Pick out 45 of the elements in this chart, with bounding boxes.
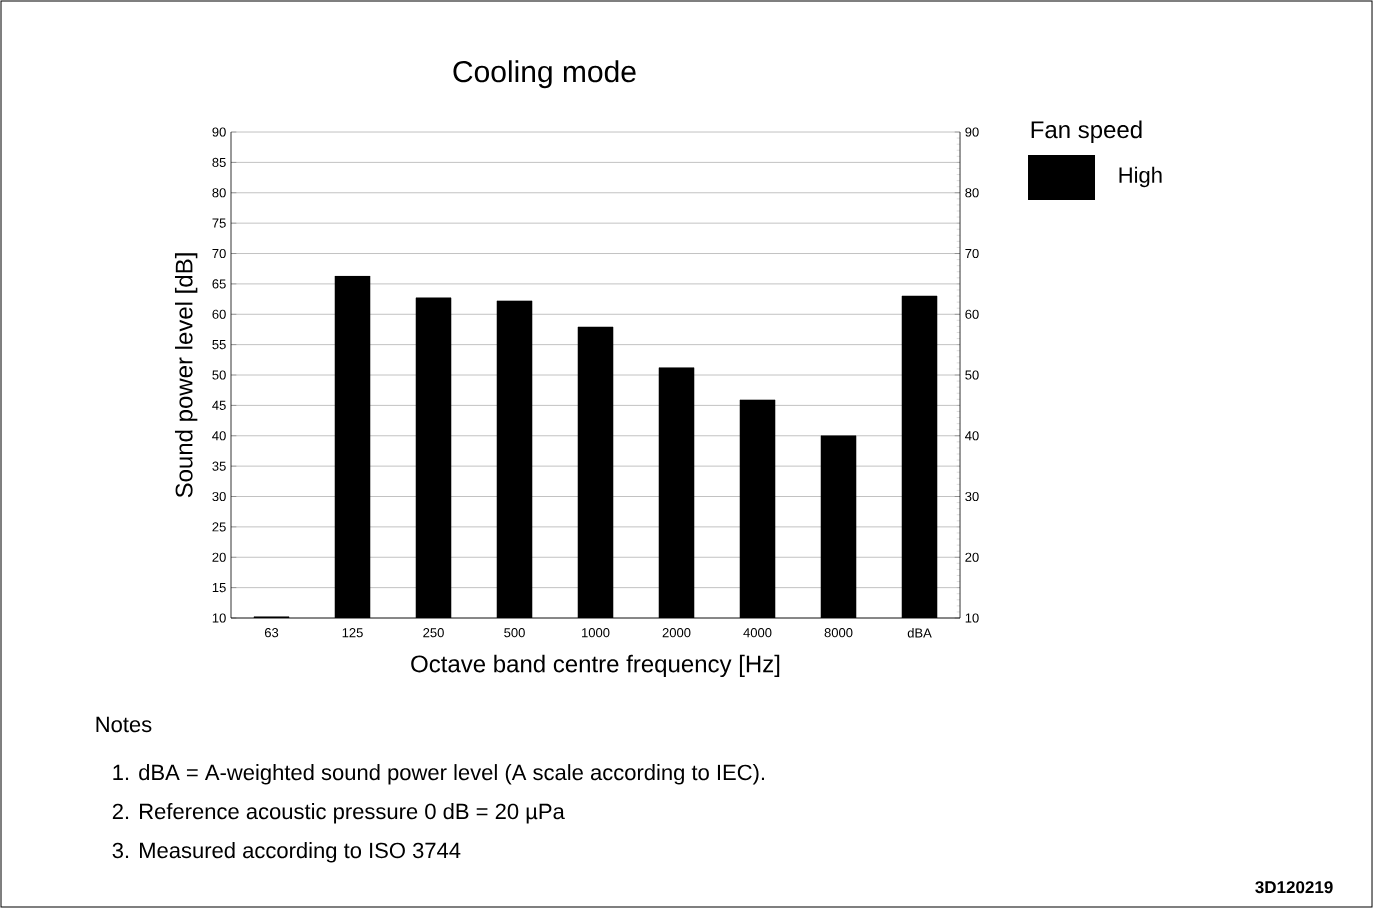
x-tick-label: 8000: [824, 628, 853, 638]
y2-tick-label: 50: [965, 370, 979, 380]
text: Notes: [96, 716, 152, 733]
x-tick-label: 500: [504, 628, 525, 638]
y2-tick-label: 10: [965, 613, 979, 623]
y2-tick-label: 70: [965, 248, 979, 259]
x-tick-label: 2000: [662, 628, 691, 638]
chart-title: Cooling mode: [453, 60, 636, 89]
y-tick-label: 80: [212, 188, 226, 198]
y-tick-label: 30: [212, 491, 226, 502]
y-tick-label: 85: [212, 157, 226, 167]
y-tick-label: 10: [212, 613, 226, 623]
x-tick-label: 1000: [582, 628, 610, 638]
y-tick-label: 60: [212, 309, 226, 319]
y-tick-label: 55: [212, 340, 226, 350]
y-tick-label: 15: [212, 583, 226, 593]
y2-tick-label: 80: [965, 188, 979, 198]
legend-label: High: [1119, 166, 1162, 188]
y-axis-title: Sound power level [dB]: [174, 253, 198, 498]
x-tick-label: 250: [423, 628, 444, 638]
y-tick-label: 75: [212, 218, 226, 228]
y-tick-label: 25: [212, 522, 226, 532]
y2-tick-label: 20: [965, 552, 979, 562]
y-tick-label: 40: [212, 431, 226, 441]
legend-title: Fan speed: [1031, 120, 1142, 143]
x-tick-label: 63: [264, 628, 279, 638]
y2-tick-label: 90: [965, 127, 979, 137]
y-tick-label: 35: [212, 461, 226, 471]
y2-tick-label: 40: [965, 431, 979, 441]
x-axis-title: Octave band centre frequency [Hz]: [411, 654, 780, 678]
y-tick-label: 45: [212, 400, 226, 410]
text: 2. Reference acoustic pressure 0 dB = 20 µPa: [112, 803, 565, 824]
y-tick-label: 65: [212, 279, 226, 289]
y-tick-label: 90: [212, 127, 226, 137]
text: 1. dBA = A-weighted sound power level (A scale according to IEC).: [113, 764, 765, 785]
x-tick-label: 125: [342, 628, 363, 638]
y-tick-label: 70: [212, 248, 226, 259]
x-tick-label: dBA: [907, 628, 932, 638]
y2-tick-label: 30: [965, 491, 979, 502]
x-tick-label: 4000: [743, 628, 772, 638]
y-tick-label: 50: [212, 370, 226, 380]
y-tick-label: 20: [212, 552, 226, 562]
y2-tick-label: 60: [965, 309, 979, 319]
text: 3. Measured according to ISO 3744: [112, 842, 461, 863]
text: 3D120219: [1255, 881, 1333, 894]
